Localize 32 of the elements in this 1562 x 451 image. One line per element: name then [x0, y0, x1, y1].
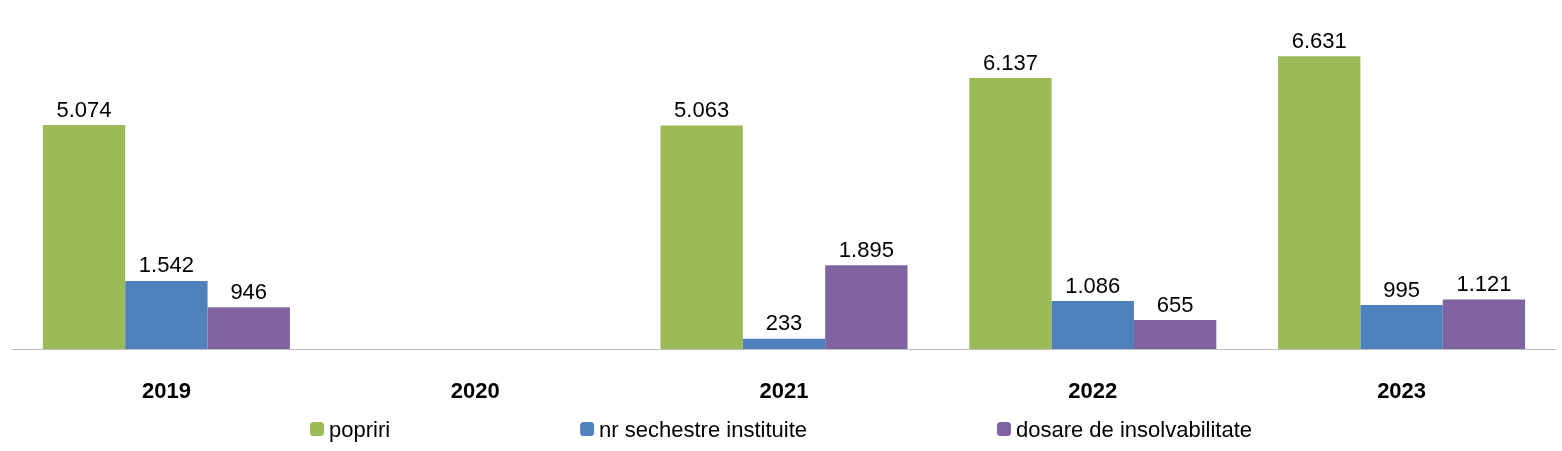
- x-tick-label: 2021: [759, 377, 809, 403]
- data-label: 995: [1383, 276, 1420, 302]
- x-tick-label: 2023: [1377, 377, 1427, 403]
- bar: [125, 280, 208, 349]
- legend-label: dosare de insolvabilitate: [1015, 416, 1253, 442]
- data-label: 1.542: [138, 252, 194, 278]
- data-label: 233: [765, 310, 803, 336]
- bar: [1360, 305, 1443, 349]
- x-tick-label: 2020: [450, 377, 500, 403]
- data-label: 1.895: [838, 236, 894, 262]
- data-label: 6.137: [982, 49, 1038, 75]
- bar: [825, 265, 908, 349]
- data-label: 946: [230, 278, 268, 304]
- data-label: 1.086: [1065, 272, 1121, 298]
- x-tick-label: 2022: [1068, 377, 1118, 403]
- x-tick-label: 2019: [141, 377, 191, 403]
- data-label: 6.631: [1291, 27, 1347, 53]
- data-label: 655: [1156, 291, 1194, 317]
- bar: [1442, 299, 1526, 349]
- bar: [1133, 320, 1217, 349]
- data-label: 1.121: [1456, 271, 1512, 297]
- bar: [969, 78, 1052, 349]
- bar: [207, 307, 290, 349]
- bar: [1051, 301, 1134, 349]
- data-label: 5.063: [674, 97, 730, 122]
- bar: [42, 125, 126, 349]
- bar: [742, 338, 826, 349]
- data-label: 5.074: [56, 96, 112, 122]
- bar: [660, 125, 743, 349]
- bar: [1278, 56, 1361, 349]
- legend-label: popriri: [328, 416, 391, 442]
- legend-label: nr sechestre instituite: [599, 416, 807, 442]
